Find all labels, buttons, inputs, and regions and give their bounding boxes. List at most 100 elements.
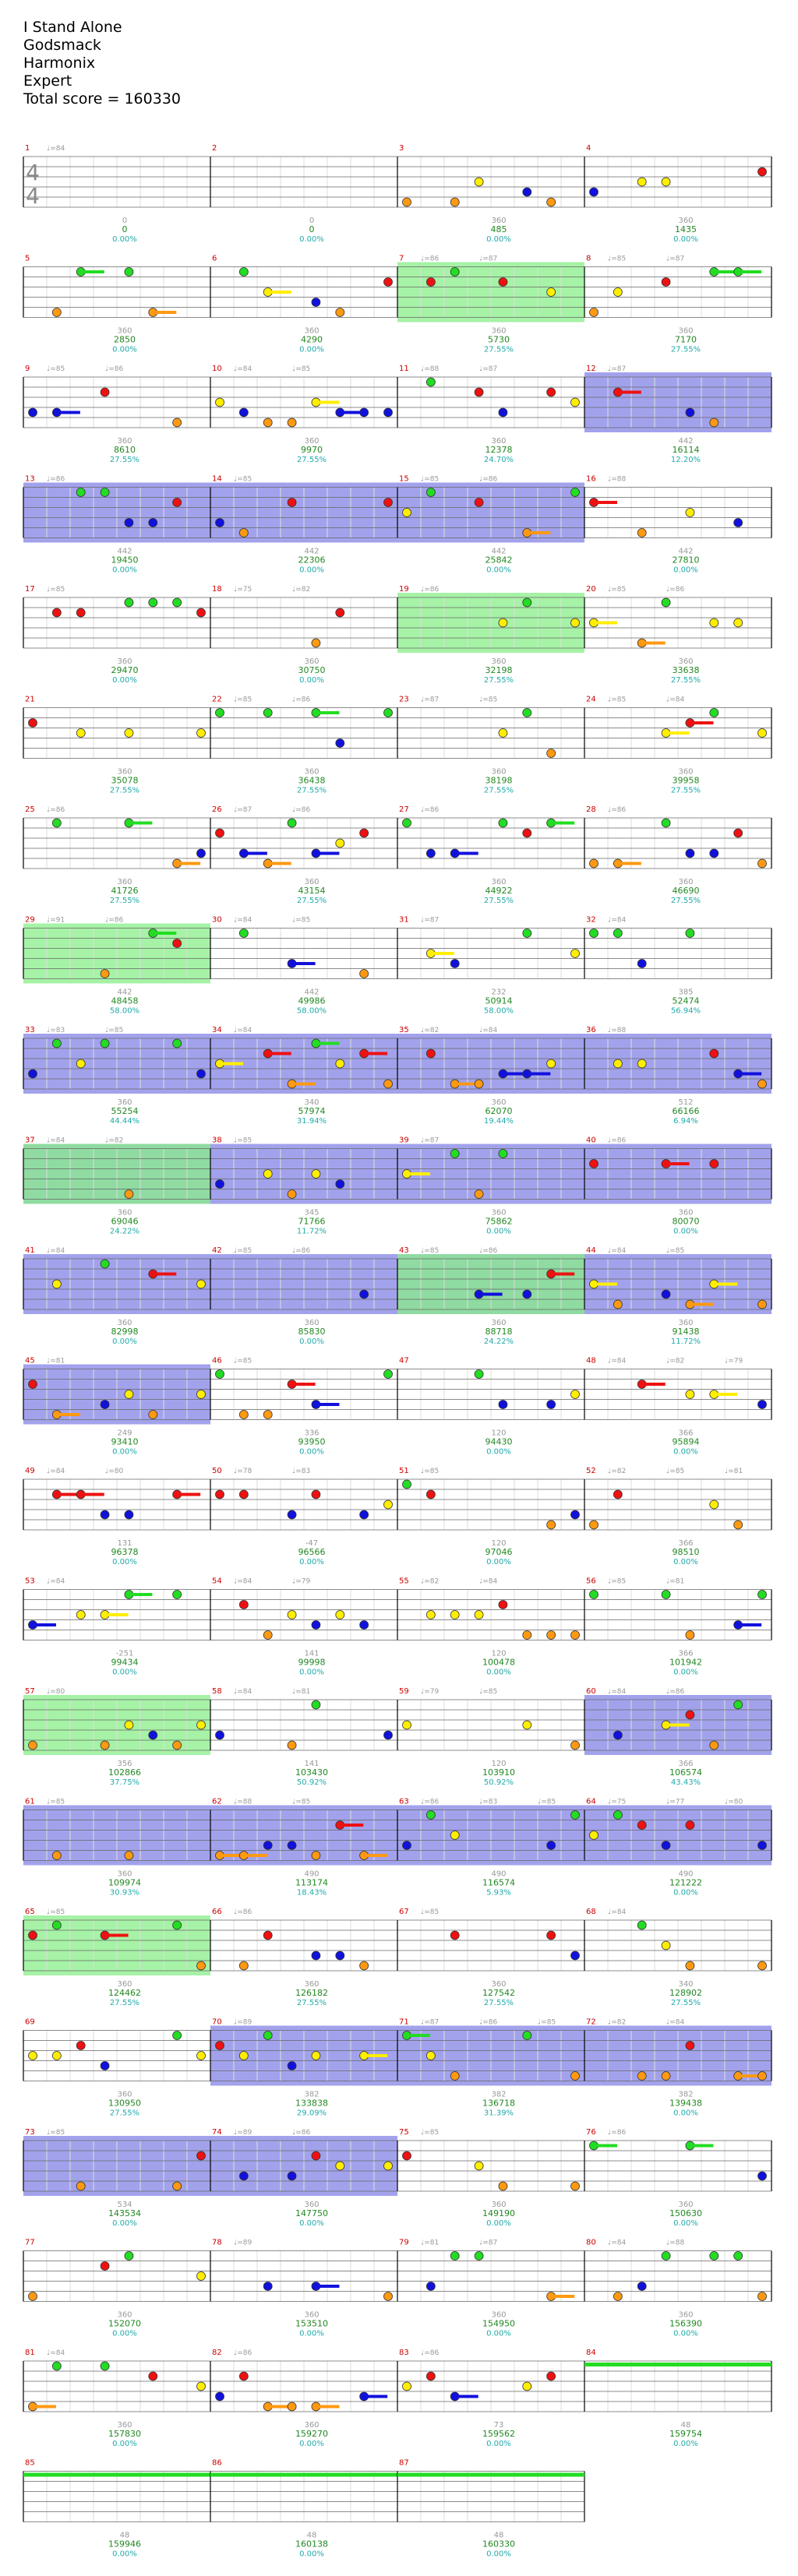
bpm-marker: ♩=85 (292, 365, 310, 373)
sustain-tail (551, 822, 574, 825)
sp-percent: 27.55% (671, 1999, 701, 2007)
note-gem (403, 1480, 411, 1489)
note-gem (686, 509, 694, 517)
bpm-marker: ♩=85 (47, 1799, 65, 1806)
sp-percent: 31.39% (484, 2109, 514, 2118)
note-gem (101, 2262, 109, 2271)
note-gem (101, 1039, 109, 1048)
note-gem (125, 729, 133, 738)
note-gem (475, 2252, 483, 2261)
sp-percent: 0.00% (112, 1669, 137, 1677)
note-gem (499, 1601, 507, 1609)
bpm-marker: ♩=79 (292, 1578, 311, 1586)
note-gem (734, 1521, 743, 1529)
note-gem (197, 729, 206, 738)
measure-score: 0 (309, 224, 315, 234)
note-gem (403, 1841, 411, 1850)
note-gem (76, 2182, 85, 2190)
measure-score: 143534 (108, 2208, 141, 2218)
bpm-marker: ♩=86 (234, 1908, 252, 1916)
bpm-marker: ♩=85 (234, 1358, 252, 1366)
note-gem (312, 1852, 320, 1860)
note-gem (613, 1300, 622, 1309)
bpm-marker: ♩=86 (421, 1799, 440, 1806)
sp-percent: 0.00% (673, 1558, 698, 1566)
sp-percent: 18.43% (297, 1889, 327, 1898)
bpm-marker: ♩=88 (666, 2239, 685, 2247)
measure-score: 44922 (486, 886, 513, 896)
sp-percent: 37.75% (110, 1778, 139, 1787)
sustain-tail (479, 1293, 503, 1296)
sustain-tail (316, 711, 339, 714)
note-gem (523, 929, 531, 938)
bpm-marker: ♩=84 (608, 1688, 627, 1696)
sustain-tail (153, 932, 176, 935)
note-gem (197, 1390, 206, 1399)
note-gem (547, 1841, 556, 1850)
measure-score: 98510 (673, 1547, 700, 1557)
measure-score: 2850 (114, 335, 136, 345)
note-gem (734, 2252, 743, 2261)
note-gem (426, 278, 435, 287)
note-gem (475, 2162, 483, 2170)
note-gem (288, 1741, 296, 1750)
bpm-marker: ♩=85 (666, 1247, 684, 1255)
sustain-tail (177, 1493, 200, 1496)
bpm-marker: ♩=85 (538, 2019, 556, 2027)
bpm-marker: ♩=84 (234, 1578, 252, 1586)
sustain-tail (364, 2054, 387, 2057)
bpm-marker: ♩=85 (234, 1137, 252, 1145)
note-gem (686, 1821, 694, 1830)
measure-number: 54 (212, 1577, 222, 1586)
sustain-tail (690, 721, 713, 724)
note-gem (758, 1591, 767, 1599)
note-gem (29, 1741, 37, 1750)
bpm-marker: ♩=85 (292, 1799, 310, 1806)
note-gem (384, 2162, 393, 2170)
bpm-marker: ♩=86 (292, 806, 311, 814)
note-gem (29, 1070, 37, 1078)
bpm-marker: ♩=85 (47, 1908, 65, 1916)
note-gem (758, 2072, 767, 2081)
sustain-tail (690, 2144, 713, 2148)
measure-score: 0 (122, 224, 128, 234)
note-gem (288, 1841, 296, 1850)
measure-score: 12378 (486, 445, 513, 455)
measure-number: 44 (586, 1246, 596, 1255)
note-gem (637, 529, 646, 537)
sustain-tail (642, 1383, 666, 1386)
sp-percent: 0.00% (673, 2440, 698, 2448)
note-gem (360, 970, 369, 978)
measure-number: 28 (586, 805, 596, 814)
note-gem (360, 1290, 369, 1299)
measure-score: 106574 (669, 1767, 702, 1778)
note-gem (734, 1700, 743, 1709)
measure-score: 99998 (298, 1658, 326, 1668)
sp-percent: 0.00% (299, 2219, 324, 2228)
measure-number: 65 (25, 1908, 35, 1916)
note-gem (288, 1190, 296, 1199)
measure-number: 61 (25, 1798, 35, 1806)
bpm-marker: ♩=82 (292, 586, 310, 594)
note-gem (29, 719, 37, 728)
sp-percent: 24.22% (110, 1228, 139, 1236)
measure-score: 149190 (482, 2208, 515, 2218)
note-gem (426, 1611, 435, 1619)
note-gem (216, 1370, 224, 1379)
note-gem (547, 1401, 556, 1409)
sp-percent: 0.00% (112, 346, 137, 354)
note-gem (571, 1390, 580, 1399)
measure-number: 9 (25, 365, 30, 373)
sustain-tail (177, 862, 200, 865)
measure-number: 7 (399, 255, 404, 263)
note-gem (101, 970, 109, 978)
note-gem (52, 2362, 61, 2370)
note-gem (384, 1080, 393, 1088)
note-gem (662, 178, 670, 186)
bpm-marker: ♩=84 (47, 1137, 65, 1145)
note-gem (571, 398, 580, 407)
note-gem (613, 1731, 622, 1739)
measure-score: 7170 (675, 335, 697, 345)
sp-percent: 6.94% (673, 1117, 698, 1126)
measure-score: 99434 (111, 1658, 139, 1668)
